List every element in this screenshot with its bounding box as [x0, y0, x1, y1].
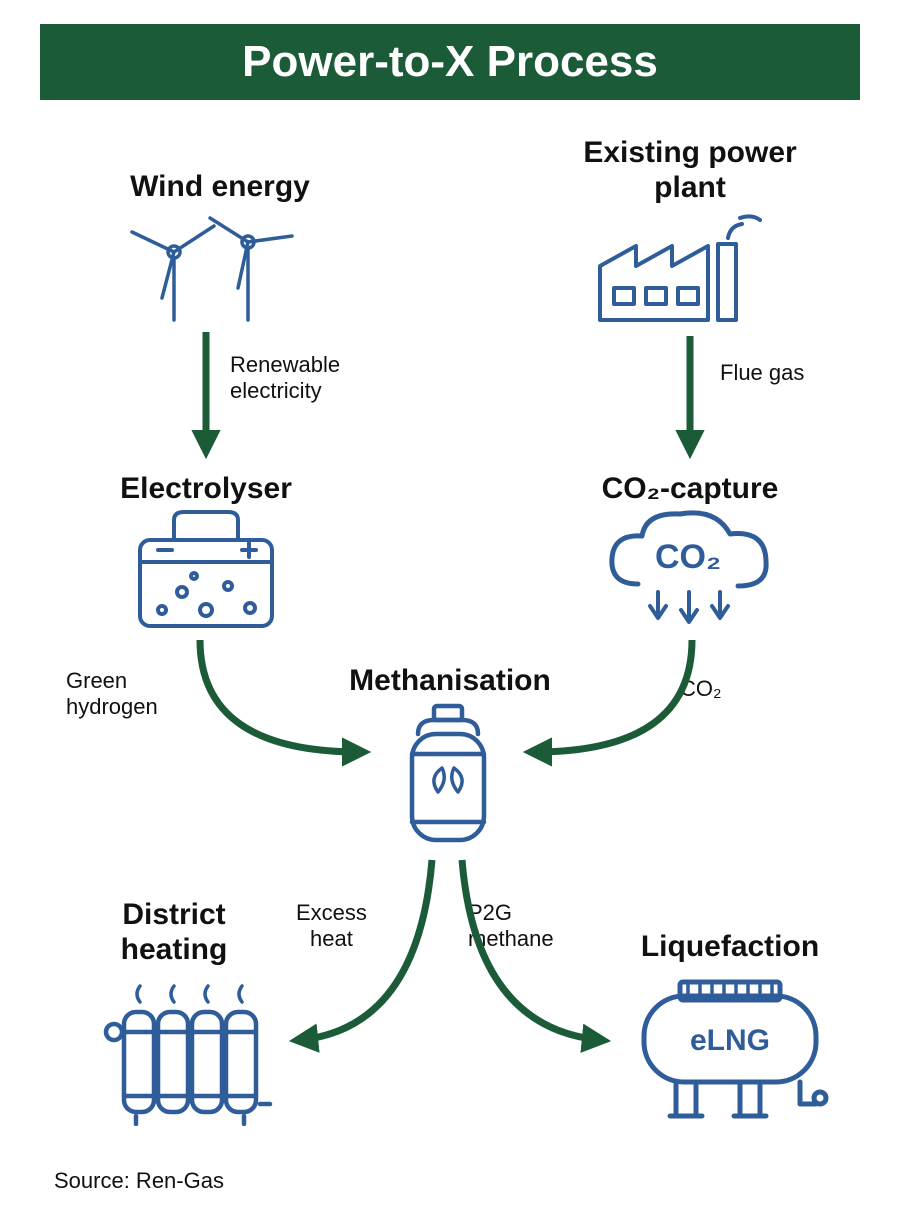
elng-text: eLNG: [690, 1024, 770, 1057]
source-text: Source: Ren-Gas: [54, 1168, 224, 1194]
label-existing-power-plant-text: Existing powerplant: [583, 136, 796, 204]
wind-turbine-icon: [118, 202, 308, 322]
label-existing-power-plant: Existing powerplant: [540, 136, 840, 205]
edge-label-flue-gas: Flue gas: [720, 360, 804, 386]
co2-cloud-icon: CO₂: [600, 506, 778, 632]
title-bar: Power-to-X Process: [40, 24, 860, 100]
label-liquefaction: Liquefaction: [600, 930, 860, 965]
factory-icon: [590, 208, 770, 324]
label-methanisation: Methanisation: [300, 664, 600, 699]
label-co2-capture: CO₂-capture: [540, 472, 840, 507]
label-wind-energy: Wind energy: [110, 170, 330, 205]
edge-label-co2: CO₂: [680, 676, 722, 702]
edge-label-p2g-methane: P2Gmethane: [468, 900, 554, 953]
co2-cloud-text: CO₂: [655, 538, 721, 576]
lng-tank-icon: eLNG: [630, 966, 830, 1126]
edge-label-excess-heat: Excessheat: [296, 900, 367, 953]
title-text: Power-to-X Process: [242, 37, 658, 87]
edge-label-green-hydrogen: Greenhydrogen: [66, 668, 158, 721]
electrolyser-icon: [126, 506, 286, 632]
label-electrolyser: Electrolyser: [96, 472, 316, 507]
gas-tank-icon: [388, 700, 508, 850]
radiator-icon: [100, 976, 276, 1126]
edge-label-renewable-electricity: Renewableelectricity: [230, 352, 340, 405]
label-district-heating: Districtheating: [64, 898, 284, 967]
